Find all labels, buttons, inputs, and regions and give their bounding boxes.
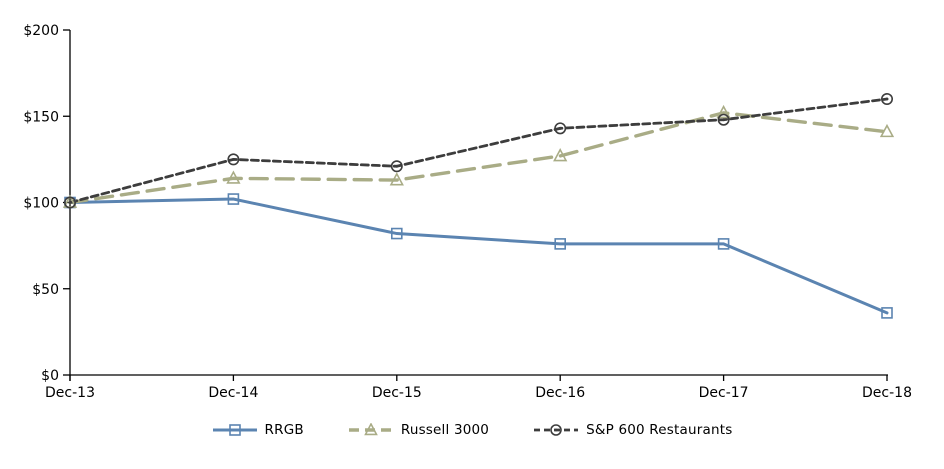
legend-label-rrgb: RRGB xyxy=(264,422,304,438)
svg-text:Dec-14: Dec-14 xyxy=(208,385,258,401)
svg-text:Dec-17: Dec-17 xyxy=(699,385,749,401)
legend: RRGB Russell 3000 S&P 600 Restaurants xyxy=(0,422,944,438)
svg-text:Dec-15: Dec-15 xyxy=(372,385,422,401)
svg-text:$50: $50 xyxy=(32,282,59,298)
rrgb-line-swatch-icon xyxy=(212,424,257,436)
svg-text:$100: $100 xyxy=(23,196,59,212)
svg-text:Dec-18: Dec-18 xyxy=(862,385,912,401)
russell-3000-line-swatch-icon xyxy=(348,423,393,436)
legend-item-sp600-restaurants: S&P 600 Restaurants xyxy=(533,422,732,438)
legend-item-russell-3000: Russell 3000 xyxy=(348,422,489,438)
svg-text:$200: $200 xyxy=(23,23,59,39)
svg-text:$0: $0 xyxy=(41,368,59,384)
plot-area: $0 $50 $100 $150 $200 Dec-13 Dec-14 Dec-15 Dec-1… xyxy=(23,23,912,401)
sp600-restaurants-line-swatch-icon xyxy=(534,424,579,436)
svg-text:Dec-16: Dec-16 xyxy=(535,385,585,401)
svg-text:Dec-13: Dec-13 xyxy=(45,385,95,401)
svg-text:$150: $150 xyxy=(23,109,59,125)
legend-label-russell-3000: Russell 3000 xyxy=(400,422,490,438)
legend-item-rrgb: RRGB xyxy=(212,422,304,438)
legend-label-sp600-restaurants: S&P 600 Restaurants xyxy=(586,422,733,438)
